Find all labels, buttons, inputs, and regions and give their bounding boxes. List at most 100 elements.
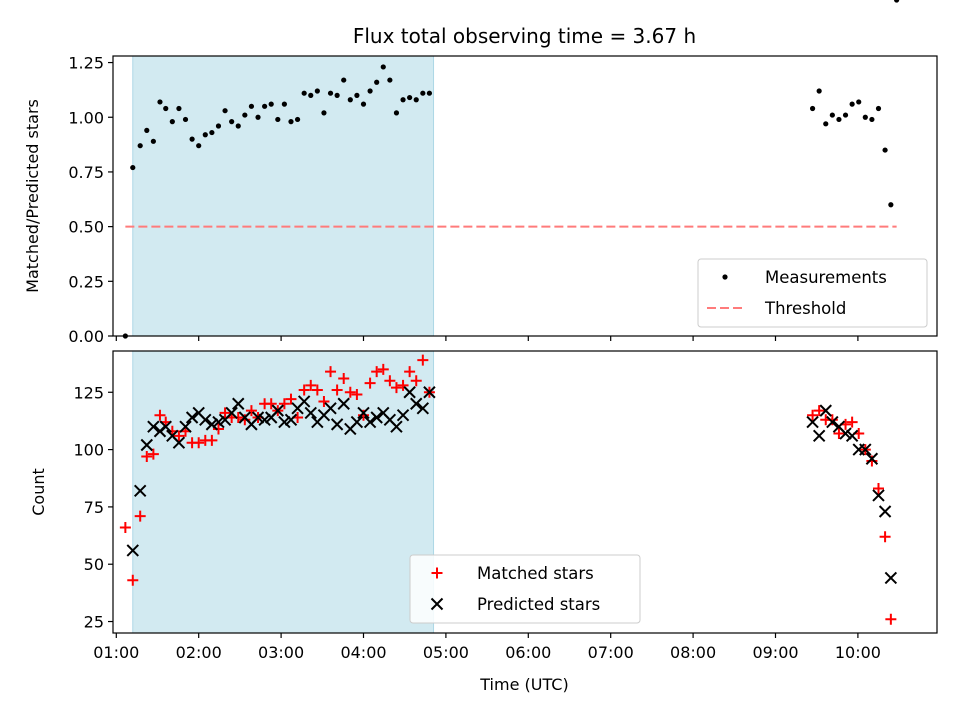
data-point — [865, 452, 879, 465]
data-point — [371, 366, 383, 378]
x-tick-label: 06:00 — [505, 643, 551, 662]
data-point — [305, 379, 317, 391]
data-point — [206, 434, 218, 446]
legend-box — [697, 258, 928, 328]
data-point — [859, 443, 872, 456]
data-point — [842, 112, 849, 118]
data-point — [426, 90, 433, 96]
data-point — [255, 114, 261, 120]
data-point — [413, 97, 419, 103]
data-point — [134, 510, 146, 522]
data-point — [410, 375, 422, 387]
data-point — [869, 116, 875, 123]
data-point — [377, 363, 389, 375]
data-point — [235, 123, 241, 129]
data-point — [212, 423, 224, 435]
data-point — [258, 413, 271, 426]
legend-label: Measurements — [765, 268, 887, 287]
data-point — [229, 119, 235, 125]
data-point — [294, 116, 301, 123]
legend-label: Predicted stars — [477, 595, 600, 614]
y-tick-label: 0.00 — [68, 327, 104, 346]
data-point — [176, 105, 182, 112]
data-point — [137, 143, 143, 149]
data-point — [219, 407, 231, 419]
data-point — [384, 375, 396, 387]
data-point — [397, 379, 409, 391]
data-point — [130, 164, 136, 171]
data-point — [882, 147, 888, 153]
data-point — [278, 398, 290, 410]
x-axis-label: Time (UTC) — [479, 675, 568, 694]
data-point — [807, 409, 819, 421]
data-point — [314, 88, 320, 94]
y-tick-label: 50 — [84, 555, 104, 574]
data-point — [126, 544, 139, 557]
series-predicted-stars — [126, 386, 898, 585]
data-point — [823, 121, 829, 127]
data-point — [338, 373, 350, 385]
observing-span-shade — [132, 55, 435, 337]
data-point — [872, 489, 885, 502]
data-point — [147, 420, 160, 433]
data-point — [193, 437, 205, 449]
data-point — [423, 386, 436, 399]
data-point — [885, 613, 897, 625]
x-tick-label: 03:00 — [258, 643, 304, 662]
data-point — [390, 420, 403, 433]
legend-swatch — [431, 567, 443, 579]
data-point — [325, 366, 337, 378]
data-point — [331, 384, 343, 396]
data-point — [420, 90, 426, 96]
data-point — [878, 505, 892, 518]
data-point — [334, 92, 340, 98]
data-point — [127, 574, 139, 586]
data-point — [350, 415, 364, 429]
data-point — [327, 90, 334, 96]
data-point — [308, 92, 314, 98]
data-point — [330, 418, 344, 431]
data-point — [278, 415, 291, 429]
x-tick-label: 01:00 — [93, 643, 139, 662]
data-point — [390, 382, 402, 394]
axes-frame — [112, 55, 938, 337]
data-point — [318, 395, 330, 407]
data-point — [119, 522, 131, 534]
data-point — [806, 415, 819, 429]
data-point — [396, 408, 410, 422]
chart-title: Flux total observing time = 3.67 h — [353, 24, 696, 48]
data-point — [812, 429, 826, 443]
legend-swatch — [430, 597, 444, 611]
x-tick-label: 02:00 — [176, 643, 222, 662]
data-point — [826, 415, 839, 429]
data-point — [856, 99, 862, 105]
data-point — [232, 411, 244, 423]
data-point — [169, 119, 175, 125]
y-tick-label: 25 — [84, 613, 104, 632]
data-point — [179, 420, 192, 433]
data-point — [298, 384, 310, 396]
data-point — [337, 397, 350, 410]
data-point — [185, 411, 199, 424]
data-point — [374, 79, 380, 85]
data-point — [879, 531, 891, 543]
data-point — [357, 406, 370, 420]
data-point — [370, 411, 383, 424]
data-point — [839, 427, 852, 440]
data-point — [133, 484, 147, 498]
data-point — [862, 114, 868, 120]
data-point — [268, 101, 274, 107]
data-point — [410, 397, 423, 410]
data-point — [215, 123, 222, 129]
data-point — [232, 397, 245, 410]
data-point — [288, 119, 294, 125]
data-point — [347, 97, 353, 103]
count-panel: 25 50 75 100 125 01:00 02:00 03:00 04:00 05:00 06:… — [29, 351, 938, 662]
data-point — [304, 406, 317, 420]
data-point — [147, 448, 159, 460]
data-point — [281, 101, 287, 107]
data-point — [849, 101, 855, 107]
y-tick-label: 0.75 — [68, 163, 104, 182]
y-tick-label: 0.25 — [68, 272, 104, 291]
data-point — [364, 377, 376, 389]
